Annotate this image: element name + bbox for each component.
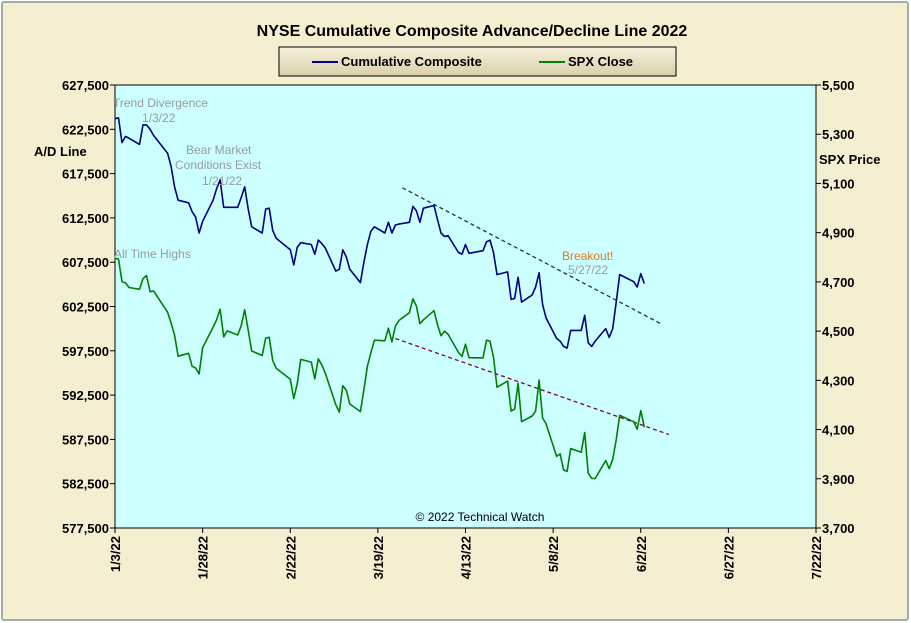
annotation-all-time-highs: All Time Highs [114,247,191,261]
spx-trendline [395,337,670,436]
x-tick-label: 2/22/22 [283,536,298,579]
x-tick-label: 3/19/22 [371,536,386,579]
legend: Cumulative Composite SPX Close [278,46,677,77]
y-left-axis-label: A/D Line [34,144,87,159]
x-tick-label: 6/27/22 [721,536,736,579]
axes-layer: 627,500 622,500 617,500 612,500 607,500 602,5… [62,78,855,579]
x-tick-label: 6/2/22 [634,536,649,572]
series-line-cumulative-composite [114,117,646,349]
y-right-tick-label: 5,300 [822,127,855,142]
y-left-tick-label: 607,500 [62,255,109,270]
series-line-spx-close [114,257,646,480]
y-left-tick-label: 582,500 [62,477,109,492]
y-left-tick-label: 602,500 [62,300,109,315]
annotation-breakout-line1: Breakout! [562,249,613,263]
series-layer [114,117,646,480]
annotation-trend-line1: Trend Divergence [113,96,208,110]
y-left-tick-label: 592,500 [62,388,109,403]
legend-box [278,46,677,77]
y-left-tick-label: 577,500 [62,521,109,536]
x-tick-label: 4/13/22 [459,536,474,579]
copyright-text: © 2022 Technical Watch [416,510,545,524]
annotation-ath-line1: All Time Highs [114,247,191,261]
y-right-tick-label: 3,900 [822,472,855,487]
y-right-tick-label: 4,500 [822,324,855,339]
annotation-breakout: Breakout! 5/27/22 [562,249,613,277]
y-right-tick-label: 4,900 [822,226,855,241]
trendlines-layer [395,187,670,436]
annotation-trend-divergence: Trend Divergence 1/3/22 [113,96,208,125]
y-right-axis-label: SPX Price [819,152,880,167]
annotation-breakout-line2: 5/27/22 [568,263,608,277]
y-left-tick-label: 597,500 [62,344,109,359]
y-right-tick-label: 5,500 [822,78,855,93]
y-right-tick-label: 4,700 [822,275,855,290]
annotation-trend-line2: 1/3/22 [142,111,176,125]
chart-title: NYSE Cumulative Composite Advance/Declin… [257,23,688,40]
y-left-tick-label: 622,500 [62,122,109,137]
y-right-tick-label: 4,100 [822,423,855,438]
y-left-tick-label: 627,500 [62,78,109,93]
annotation-bear-line1: Bear Market [186,143,252,157]
y-left-tick-label: 612,500 [62,211,109,226]
legend-label-ad: Cumulative Composite [341,54,482,69]
y-right-tick-label: 4,300 [822,373,855,388]
annotation-bear-market: Bear Market Conditions Exist 1/21/22 [175,143,262,188]
x-tick-label: 1/3/22 [108,536,123,572]
y-left-tick-label: 587,500 [62,432,109,447]
annotation-bear-line3: 1/21/22 [202,174,242,188]
y-left-tick-label: 617,500 [62,167,109,182]
y-right-tick-label: 3,700 [822,521,855,536]
annotation-bear-line2: Conditions Exist [175,158,262,172]
legend-label-spx: SPX Close [568,54,633,69]
x-tick-label: 5/8/22 [546,536,561,572]
y-right-tick-label: 5,100 [822,176,855,191]
x-tick-label: 7/22/22 [809,536,824,579]
x-tick-label: 1/28/22 [196,536,211,579]
